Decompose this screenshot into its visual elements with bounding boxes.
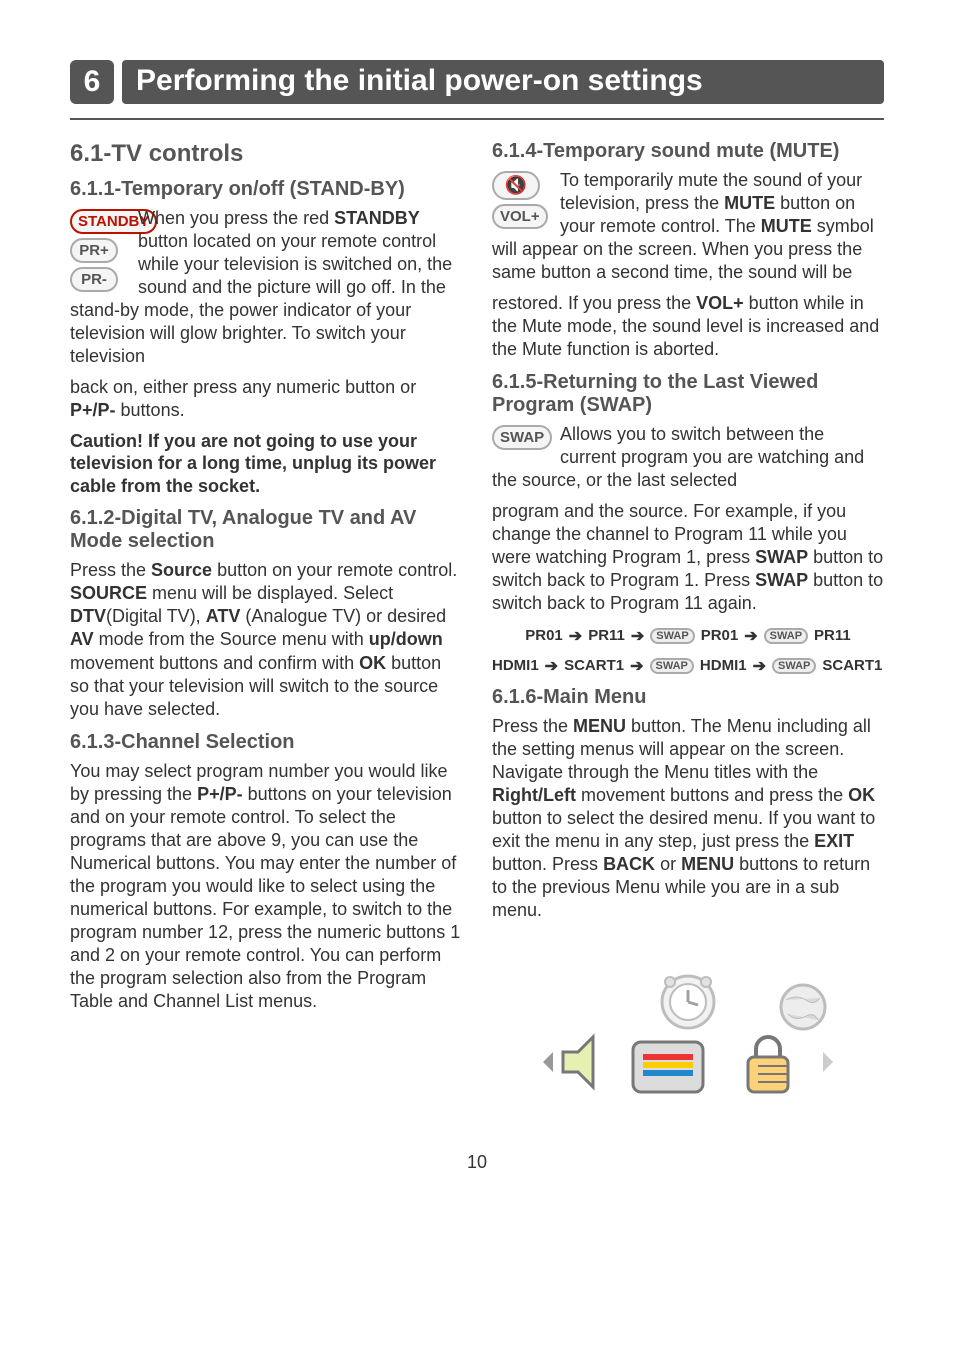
bold-text: MENU bbox=[681, 854, 734, 874]
paragraph: You may select program number you would … bbox=[70, 760, 462, 1013]
chapter-title: Performing the initial power-on settings bbox=[122, 60, 884, 104]
bold-text: SOURCE bbox=[70, 583, 147, 603]
arrow-right-icon: ➔ bbox=[631, 626, 644, 646]
text: restored. If you press the bbox=[492, 293, 696, 313]
text: PR01 bbox=[525, 627, 563, 644]
divider bbox=[70, 118, 884, 120]
menu-icons-svg bbox=[538, 972, 838, 1132]
text: or bbox=[655, 854, 681, 874]
section-6-1-1-body: STANDBY PR+ PR- When you press the red S… bbox=[70, 207, 462, 376]
text: (Analogue TV) or desired bbox=[240, 606, 446, 626]
text: When you press the red bbox=[138, 208, 334, 228]
text: (Digital TV), bbox=[106, 606, 206, 626]
arrow-right-icon: ➔ bbox=[545, 656, 558, 676]
chapter-header: 6 Performing the initial power-on settin… bbox=[70, 60, 884, 104]
bold-text: ATV bbox=[206, 606, 241, 626]
text: button. Press bbox=[492, 854, 603, 874]
swap-pill-icon: SWAP bbox=[772, 658, 816, 674]
text: PR01 bbox=[701, 627, 739, 644]
arrow-right-icon: ➔ bbox=[753, 656, 766, 676]
bold-text: MUTE bbox=[724, 193, 775, 213]
swap-pill-icon: SWAP bbox=[764, 628, 808, 644]
text: movement buttons and confirm with bbox=[70, 653, 359, 673]
arrow-right-icon: ➔ bbox=[569, 626, 582, 646]
bold-text: BACK bbox=[603, 854, 655, 874]
section-6-1-3-heading: 6.1.3-Channel Selection bbox=[70, 731, 462, 754]
page: 6 Performing the initial power-on settin… bbox=[0, 0, 954, 1213]
arrow-right-icon: ➔ bbox=[630, 656, 643, 676]
text: HDMI1 bbox=[700, 657, 747, 674]
paragraph: restored. If you press the VOL+ button w… bbox=[492, 292, 884, 361]
bold-text: OK bbox=[359, 653, 386, 673]
text: buttons on your television and on your r… bbox=[70, 784, 460, 1011]
section-6-1-1-heading: 6.1.1-Temporary on/off (STAND-BY) bbox=[70, 178, 462, 201]
main-menu-illustration bbox=[492, 972, 884, 1132]
section-6-1-4-heading: 6.1.4-Temporary sound mute (MUTE) bbox=[492, 140, 884, 163]
text: back on, either press any numeric button… bbox=[70, 377, 416, 397]
text: PR11 bbox=[814, 627, 851, 644]
bold-text: up/down bbox=[369, 629, 443, 649]
bold-text: MENU bbox=[573, 716, 626, 736]
text: SCART1 bbox=[564, 657, 624, 674]
bold-text: STANDBY bbox=[334, 208, 420, 228]
bold-text: SWAP bbox=[755, 570, 808, 590]
text: PR11 bbox=[588, 627, 625, 644]
text: movement buttons and press the bbox=[576, 785, 848, 805]
paragraph: program and the source. For example, if … bbox=[492, 500, 884, 615]
chapter-number: 6 bbox=[70, 60, 114, 104]
remote-button-stack: 🔇 VOL+ bbox=[492, 169, 560, 231]
mute-button-icon: 🔇 bbox=[492, 171, 540, 200]
bold-text: VOL+ bbox=[696, 293, 744, 313]
text: buttons. bbox=[116, 400, 185, 420]
swap-button-icon: SWAP bbox=[492, 425, 552, 450]
bold-text: AV bbox=[70, 629, 94, 649]
text: Press the bbox=[492, 716, 573, 736]
pr-plus-button-icon: PR+ bbox=[70, 238, 118, 263]
bold-text: SWAP bbox=[755, 547, 808, 567]
left-column: 6.1-TV controls 6.1.1-Temporary on/off (… bbox=[70, 134, 462, 1132]
swap-sequence-row: PR01 ➔ PR11 ➔ SWAP PR01 ➔ SWAP PR11 bbox=[492, 626, 884, 646]
bold-text: P+/P- bbox=[197, 784, 243, 804]
bold-text: Right/Left bbox=[492, 785, 576, 805]
paragraph: Press the Source button on your remote c… bbox=[70, 559, 462, 720]
bold-text: P+/P- bbox=[70, 400, 116, 420]
vol-plus-button-icon: VOL+ bbox=[492, 204, 548, 229]
section-6-1-5-heading: 6.1.5-Returning to the Last Viewed Progr… bbox=[492, 371, 884, 417]
text: SCART1 bbox=[822, 657, 882, 674]
bold-text: MUTE bbox=[761, 216, 812, 236]
remote-button-stack: SWAP bbox=[492, 423, 560, 452]
text: mode from the Source menu with bbox=[94, 629, 369, 649]
section-6-1-5-body: SWAP Allows you to switch between the cu… bbox=[492, 423, 884, 500]
section-6-1-2-heading: 6.1.2-Digital TV, Analogue TV and AV Mod… bbox=[70, 507, 462, 553]
section-6-1-heading: 6.1-TV controls bbox=[70, 140, 462, 168]
section-6-1-6-heading: 6.1.6-Main Menu bbox=[492, 686, 884, 709]
bold-text: OK bbox=[848, 785, 875, 805]
page-number: 10 bbox=[70, 1152, 884, 1173]
swap-pill-icon: SWAP bbox=[650, 658, 694, 674]
bold-text: EXIT bbox=[814, 831, 854, 851]
caution-text: Caution! If you are not going to use you… bbox=[70, 430, 462, 498]
text: menu will be displayed. Select bbox=[147, 583, 393, 603]
bold-text: DTV bbox=[70, 606, 106, 626]
two-column-layout: 6.1-TV controls 6.1.1-Temporary on/off (… bbox=[70, 134, 884, 1132]
arrow-right-icon: ➔ bbox=[744, 626, 757, 646]
swap-sequence-row: HDMI1 ➔ SCART1 ➔ SWAP HDMI1 ➔ SWAP SCART… bbox=[492, 656, 884, 676]
bold-text: Source bbox=[151, 560, 212, 580]
text: HDMI1 bbox=[492, 657, 539, 674]
swap-pill-icon: SWAP bbox=[650, 628, 694, 644]
text: Press the bbox=[70, 560, 151, 580]
paragraph: back on, either press any numeric button… bbox=[70, 376, 462, 422]
pr-minus-button-icon: PR- bbox=[70, 267, 118, 292]
text: button on your remote control. bbox=[212, 560, 457, 580]
right-column: 6.1.4-Temporary sound mute (MUTE) 🔇 VOL+… bbox=[492, 134, 884, 1132]
paragraph: Press the MENU button. The Menu includin… bbox=[492, 715, 884, 922]
section-6-1-4-body: 🔇 VOL+ To temporarily mute the sound of … bbox=[492, 169, 884, 292]
remote-button-stack: STANDBY PR+ PR- bbox=[70, 207, 138, 294]
